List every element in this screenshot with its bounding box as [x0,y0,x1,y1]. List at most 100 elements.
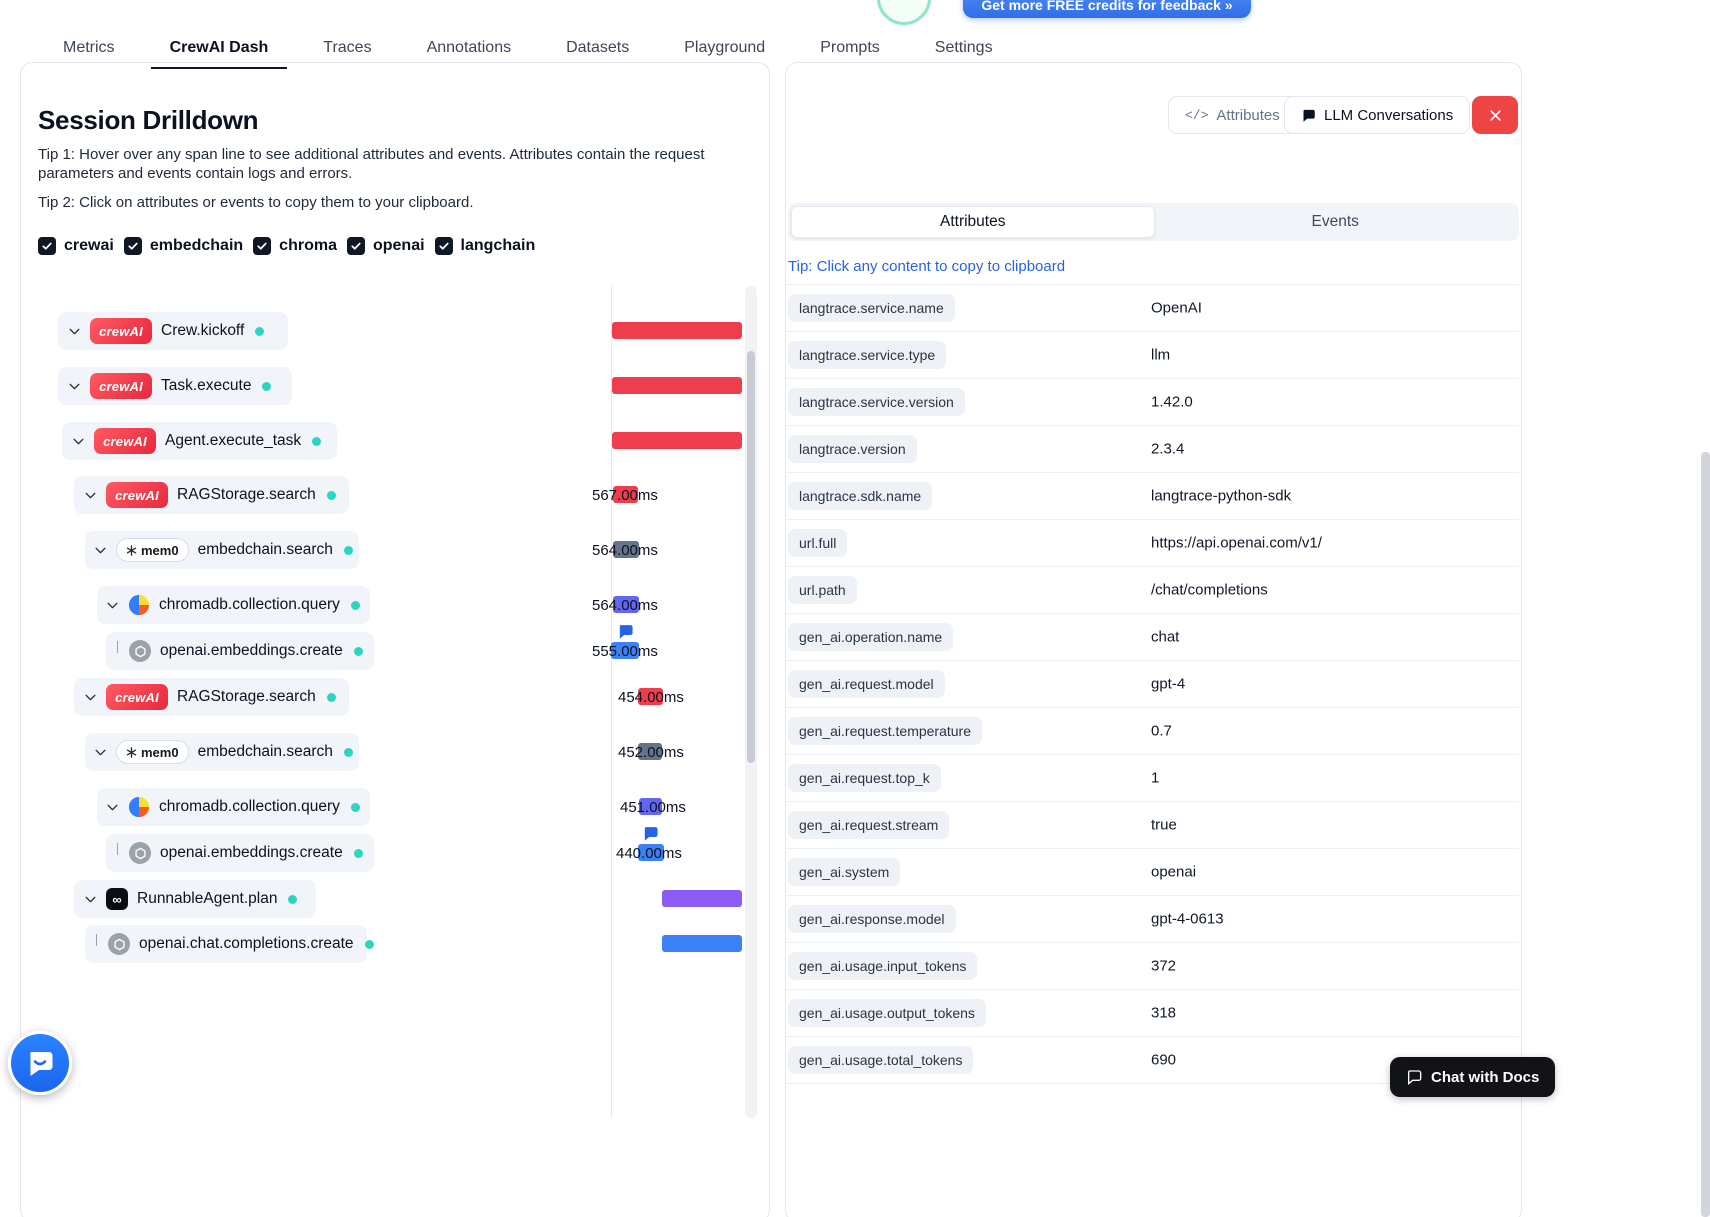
span-bar[interactable] [638,688,663,705]
attribute-value[interactable]: 372 [1151,957,1177,975]
span-bar[interactable] [612,377,742,394]
filter-crewai[interactable]: crewai [38,237,114,255]
tree-scrollbar-thumb[interactable] [747,351,755,763]
filter-chroma[interactable]: chroma [253,237,337,255]
attribute-key[interactable]: gen_ai.request.temperature [788,717,982,745]
attribute-value[interactable]: gpt-4-0613 [1151,910,1224,928]
filter-embedchain[interactable]: embedchain [123,237,243,255]
avatar[interactable] [877,0,931,25]
span-row-chromadb-query[interactable]: chromadb.collection.query [97,788,370,826]
attribute-value[interactable]: /chat/completions [1151,581,1268,599]
attribute-key[interactable]: gen_ai.request.top_k [788,764,941,792]
span-row-embedchain-search[interactable]: mem0 embedchain.search [85,531,359,569]
span-row-runnableagent-plan[interactable]: ∞ RunnableAgent.plan [74,880,316,918]
attribute-key[interactable]: langtrace.service.version [788,388,965,416]
span-row-openai-chat-completions[interactable]: openai.chat.completions.create [85,925,374,963]
chevron-down-icon[interactable] [83,691,97,704]
attribute-value[interactable]: llm [1151,346,1171,364]
attribute-value[interactable]: 0.7 [1151,722,1172,740]
attribute-value[interactable]: 318 [1151,1004,1177,1022]
checkbox-checked-icon[interactable] [434,237,453,255]
tab-attributes[interactable]: Attributes [791,206,1155,238]
chevron-down-icon[interactable] [83,893,97,906]
close-button[interactable] [1472,96,1518,134]
span-bar[interactable] [613,541,639,558]
chevron-down-icon[interactable] [67,325,81,338]
chevron-down-icon[interactable] [67,380,81,393]
span-bar[interactable] [639,798,662,815]
checkbox-checked-icon[interactable] [123,237,142,255]
attribute-value[interactable]: chat [1151,628,1180,646]
checkbox-checked-icon[interactable] [253,237,272,255]
span-bar[interactable] [613,596,639,613]
attribute-key[interactable]: gen_ai.usage.total_tokens [788,1046,974,1074]
span-row-crew-kickoff[interactable]: crewAI Crew.kickoff [58,312,288,350]
llm-conversations-button[interactable]: LLM Conversations [1284,96,1471,134]
credits-button[interactable]: Get more FREE credits for feedback » [963,0,1251,18]
attribute-key[interactable]: langtrace.version [788,435,917,463]
tab-settings[interactable]: Settings [934,39,993,56]
tab-datasets[interactable]: Datasets [566,39,630,56]
span-bar[interactable] [612,322,742,339]
tab-playground[interactable]: Playground [684,39,766,56]
span-row-openai-embeddings[interactable]: openai.embeddings.create [106,632,374,670]
attribute-key[interactable]: langtrace.service.name [788,294,955,322]
span-row-openai-embeddings[interactable]: openai.embeddings.create [106,834,374,872]
attribute-key[interactable]: langtrace.service.type [788,341,947,369]
chevron-down-icon[interactable] [94,544,107,557]
attribute-key[interactable]: gen_ai.usage.output_tokens [788,999,986,1027]
attribute-value[interactable]: langtrace-python-sdk [1151,487,1292,505]
attribute-value[interactable]: OpenAI [1151,299,1202,317]
attribute-key[interactable]: gen_ai.request.stream [788,811,950,839]
tab-traces[interactable]: Traces [323,39,372,56]
attribute-key[interactable]: gen_ai.operation.name [788,623,954,651]
attribute-value[interactable]: https://api.openai.com/v1/ [1151,534,1322,552]
span-row-embedchain-search[interactable]: mem0 embedchain.search [85,733,359,771]
chevron-down-icon[interactable] [71,435,85,448]
attribute-key[interactable]: url.full [788,529,848,557]
attribute-value[interactable]: 690 [1151,1051,1177,1069]
span-row-agent-execute-task[interactable]: crewAI Agent.execute_task [62,422,337,460]
chevron-down-icon[interactable] [106,599,119,612]
tab-events[interactable]: Events [1311,213,1359,230]
attribute-value[interactable]: 2.3.4 [1151,440,1185,458]
span-bar[interactable] [612,432,742,449]
filter-openai[interactable]: openai [346,237,425,255]
tab-metrics[interactable]: Metrics [63,39,115,56]
span-bar[interactable] [662,935,742,952]
span-row-ragstorage-search[interactable]: crewAI RAGStorage.search [74,476,349,514]
span-bar[interactable] [662,890,742,907]
attribute-key[interactable]: gen_ai.usage.input_tokens [788,952,978,980]
span-row-chromadb-query[interactable]: chromadb.collection.query [97,586,370,624]
chat-with-docs-button[interactable]: Chat with Docs [1390,1057,1556,1097]
page-scrollbar-thumb[interactable] [1701,452,1710,1217]
tab-annotations[interactable]: Annotations [426,39,512,56]
chevron-down-icon[interactable] [94,746,107,759]
attribute-key[interactable]: gen_ai.response.model [788,905,956,933]
span-row-ragstorage-search[interactable]: crewAI RAGStorage.search [74,678,349,716]
attribute-value[interactable]: openai [1151,863,1197,881]
attribute-value[interactable]: 1 [1151,769,1160,787]
chat-widget-button[interactable] [8,1031,72,1095]
span-bar[interactable] [638,743,662,760]
span-bar[interactable] [638,844,664,861]
attribute-key[interactable]: url.path [788,576,857,604]
span-bar[interactable] [613,486,638,503]
span-row-task-execute[interactable]: crewAI Task.execute [58,367,292,405]
chevron-down-icon[interactable] [106,801,119,814]
attribute-value[interactable]: true [1151,816,1177,834]
attribute-value[interactable]: gpt-4 [1151,675,1186,693]
tab-crewai-dash[interactable]: CrewAI Dash [150,28,287,69]
attribute-key[interactable]: langtrace.sdk.name [788,482,933,510]
checkbox-checked-icon[interactable] [38,237,56,255]
tab-prompts[interactable]: Prompts [820,39,880,56]
checkbox-checked-icon[interactable] [346,237,365,255]
attribute-key[interactable]: gen_ai.system [788,858,901,886]
filter-langchain[interactable]: langchain [434,237,535,255]
span-bar[interactable] [611,642,639,659]
chevron-down-icon[interactable] [83,489,97,502]
attribute-value[interactable]: 1.42.0 [1151,393,1193,411]
attributes-view-button[interactable]: </> Attributes [1168,96,1297,134]
attribute-key[interactable]: gen_ai.request.model [788,670,945,698]
